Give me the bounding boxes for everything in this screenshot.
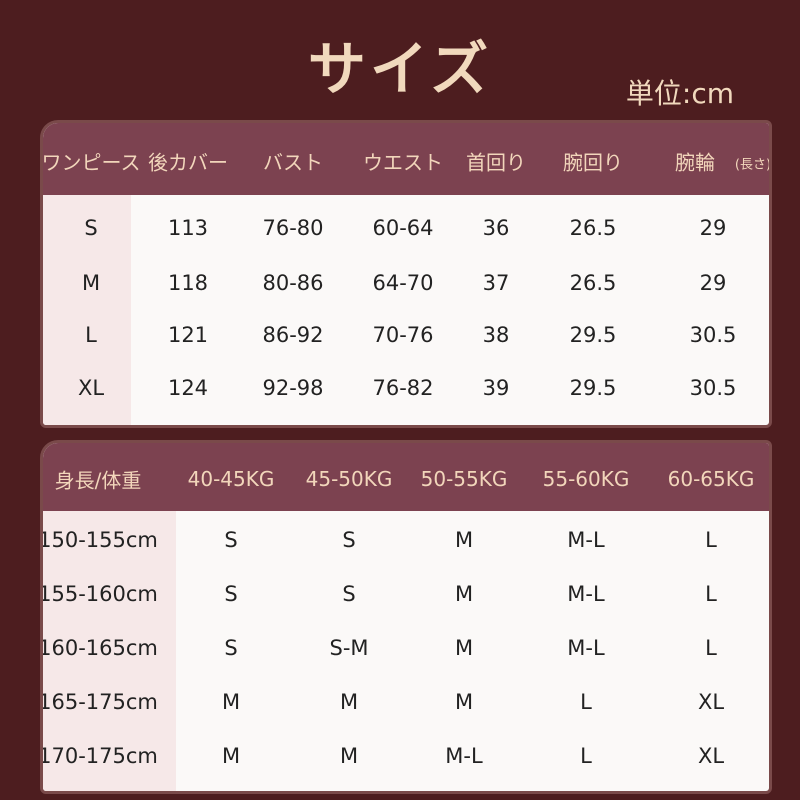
table-cell: 150-155cm (40, 528, 158, 552)
table-cell: 92-98 (262, 376, 324, 400)
table-cell: 29.5 (569, 376, 617, 400)
column-header: ウエスト (363, 150, 443, 175)
table-cell: L (705, 582, 717, 606)
table-cell: 29 (699, 216, 727, 240)
table-cell: L (705, 636, 717, 660)
column-header: 45-50KG (305, 467, 393, 491)
table-cell: S (84, 216, 98, 240)
table-cell: 165-175cm (40, 690, 158, 714)
table-cell: M (454, 636, 474, 660)
table-cell: 30.5 (689, 376, 737, 400)
table-cell: 76-82 (372, 376, 434, 400)
table-cell: XL (697, 690, 725, 714)
table-cell: S-M (329, 636, 369, 660)
table-cell: XL (697, 744, 725, 768)
table-cell: L (580, 744, 592, 768)
table-cell: 36 (482, 216, 510, 240)
table-cell: M-L (567, 636, 605, 660)
first-column-bg (43, 195, 131, 425)
column-header: 50-55KG (420, 467, 508, 491)
column-header: 後カバー (148, 150, 228, 175)
column-header: 身長/体重 (54, 468, 142, 493)
table-cell: S (224, 582, 238, 606)
page-title: サイズ (307, 35, 493, 103)
table-cell: M (221, 690, 241, 714)
height-weight-table: 身長/体重 40-45KG 45-50KG 50-55KG 55-60KG 60-65KG… (40, 440, 772, 794)
table-cell: S (342, 582, 356, 606)
table-cell: 29 (699, 271, 727, 295)
column-header: 60-65KG (667, 467, 755, 491)
table-cell: 76-80 (262, 216, 324, 240)
table-cell: XL (77, 376, 105, 400)
table-cell: 37 (482, 271, 510, 295)
table-cell: M-L (445, 744, 483, 768)
table-cell: 118 (167, 271, 209, 295)
table-cell: L (705, 528, 717, 552)
size-table-header: ワンピース 後カバー バスト ウエスト 首回り 腕回り 腕輪 (長さ) (43, 123, 769, 195)
first-column-bg (43, 511, 176, 791)
table-cell: 64-70 (372, 271, 434, 295)
table-cell: M (454, 582, 474, 606)
column-header: 55-60KG (542, 467, 630, 491)
table-cell: 30.5 (689, 323, 737, 347)
size-table: ワンピース 後カバー バスト ウエスト 首回り 腕回り 腕輪 (長さ) S 113 76-80 60… (40, 120, 772, 428)
column-header: 腕回り (563, 150, 623, 175)
column-header: 首回り (466, 150, 526, 175)
table-cell: S (342, 528, 356, 552)
column-header: ワンピース (41, 150, 141, 175)
table-cell: L (85, 323, 97, 347)
table-cell: M (81, 271, 101, 295)
table-cell: 39 (482, 376, 510, 400)
table-cell: 160-165cm (40, 636, 158, 660)
table-cell: 26.5 (569, 271, 617, 295)
table-cell: 121 (167, 323, 209, 347)
header-note: (長さ) (734, 157, 772, 173)
table-cell: M (454, 690, 474, 714)
table-cell: L (580, 690, 592, 714)
table-cell: 60-64 (372, 216, 434, 240)
column-header: 40-45KG (187, 467, 275, 491)
table-cell: 80-86 (262, 271, 324, 295)
table-cell: S (224, 528, 238, 552)
column-header: 腕輪 (675, 150, 715, 175)
table-cell: 29.5 (569, 323, 617, 347)
table-cell: 113 (167, 216, 209, 240)
table-cell: M (454, 528, 474, 552)
table-cell: 26.5 (569, 216, 617, 240)
height-weight-table-header: 身長/体重 40-45KG 45-50KG 50-55KG 55-60KG 60-65KG (43, 443, 769, 511)
table-cell: 38 (482, 323, 510, 347)
column-header: バスト (263, 150, 323, 175)
table-cell: S (224, 636, 238, 660)
table-cell: M (339, 690, 359, 714)
table-cell: 86-92 (262, 323, 324, 347)
table-cell: M-L (567, 582, 605, 606)
table-cell: 170-175cm (40, 744, 158, 768)
table-cell: 70-76 (372, 323, 434, 347)
unit-label: 単位:cm (625, 77, 734, 110)
table-cell: M-L (567, 528, 605, 552)
table-cell: 155-160cm (40, 582, 158, 606)
table-cell: M (339, 744, 359, 768)
table-cell: 124 (167, 376, 209, 400)
table-cell: M (221, 744, 241, 768)
